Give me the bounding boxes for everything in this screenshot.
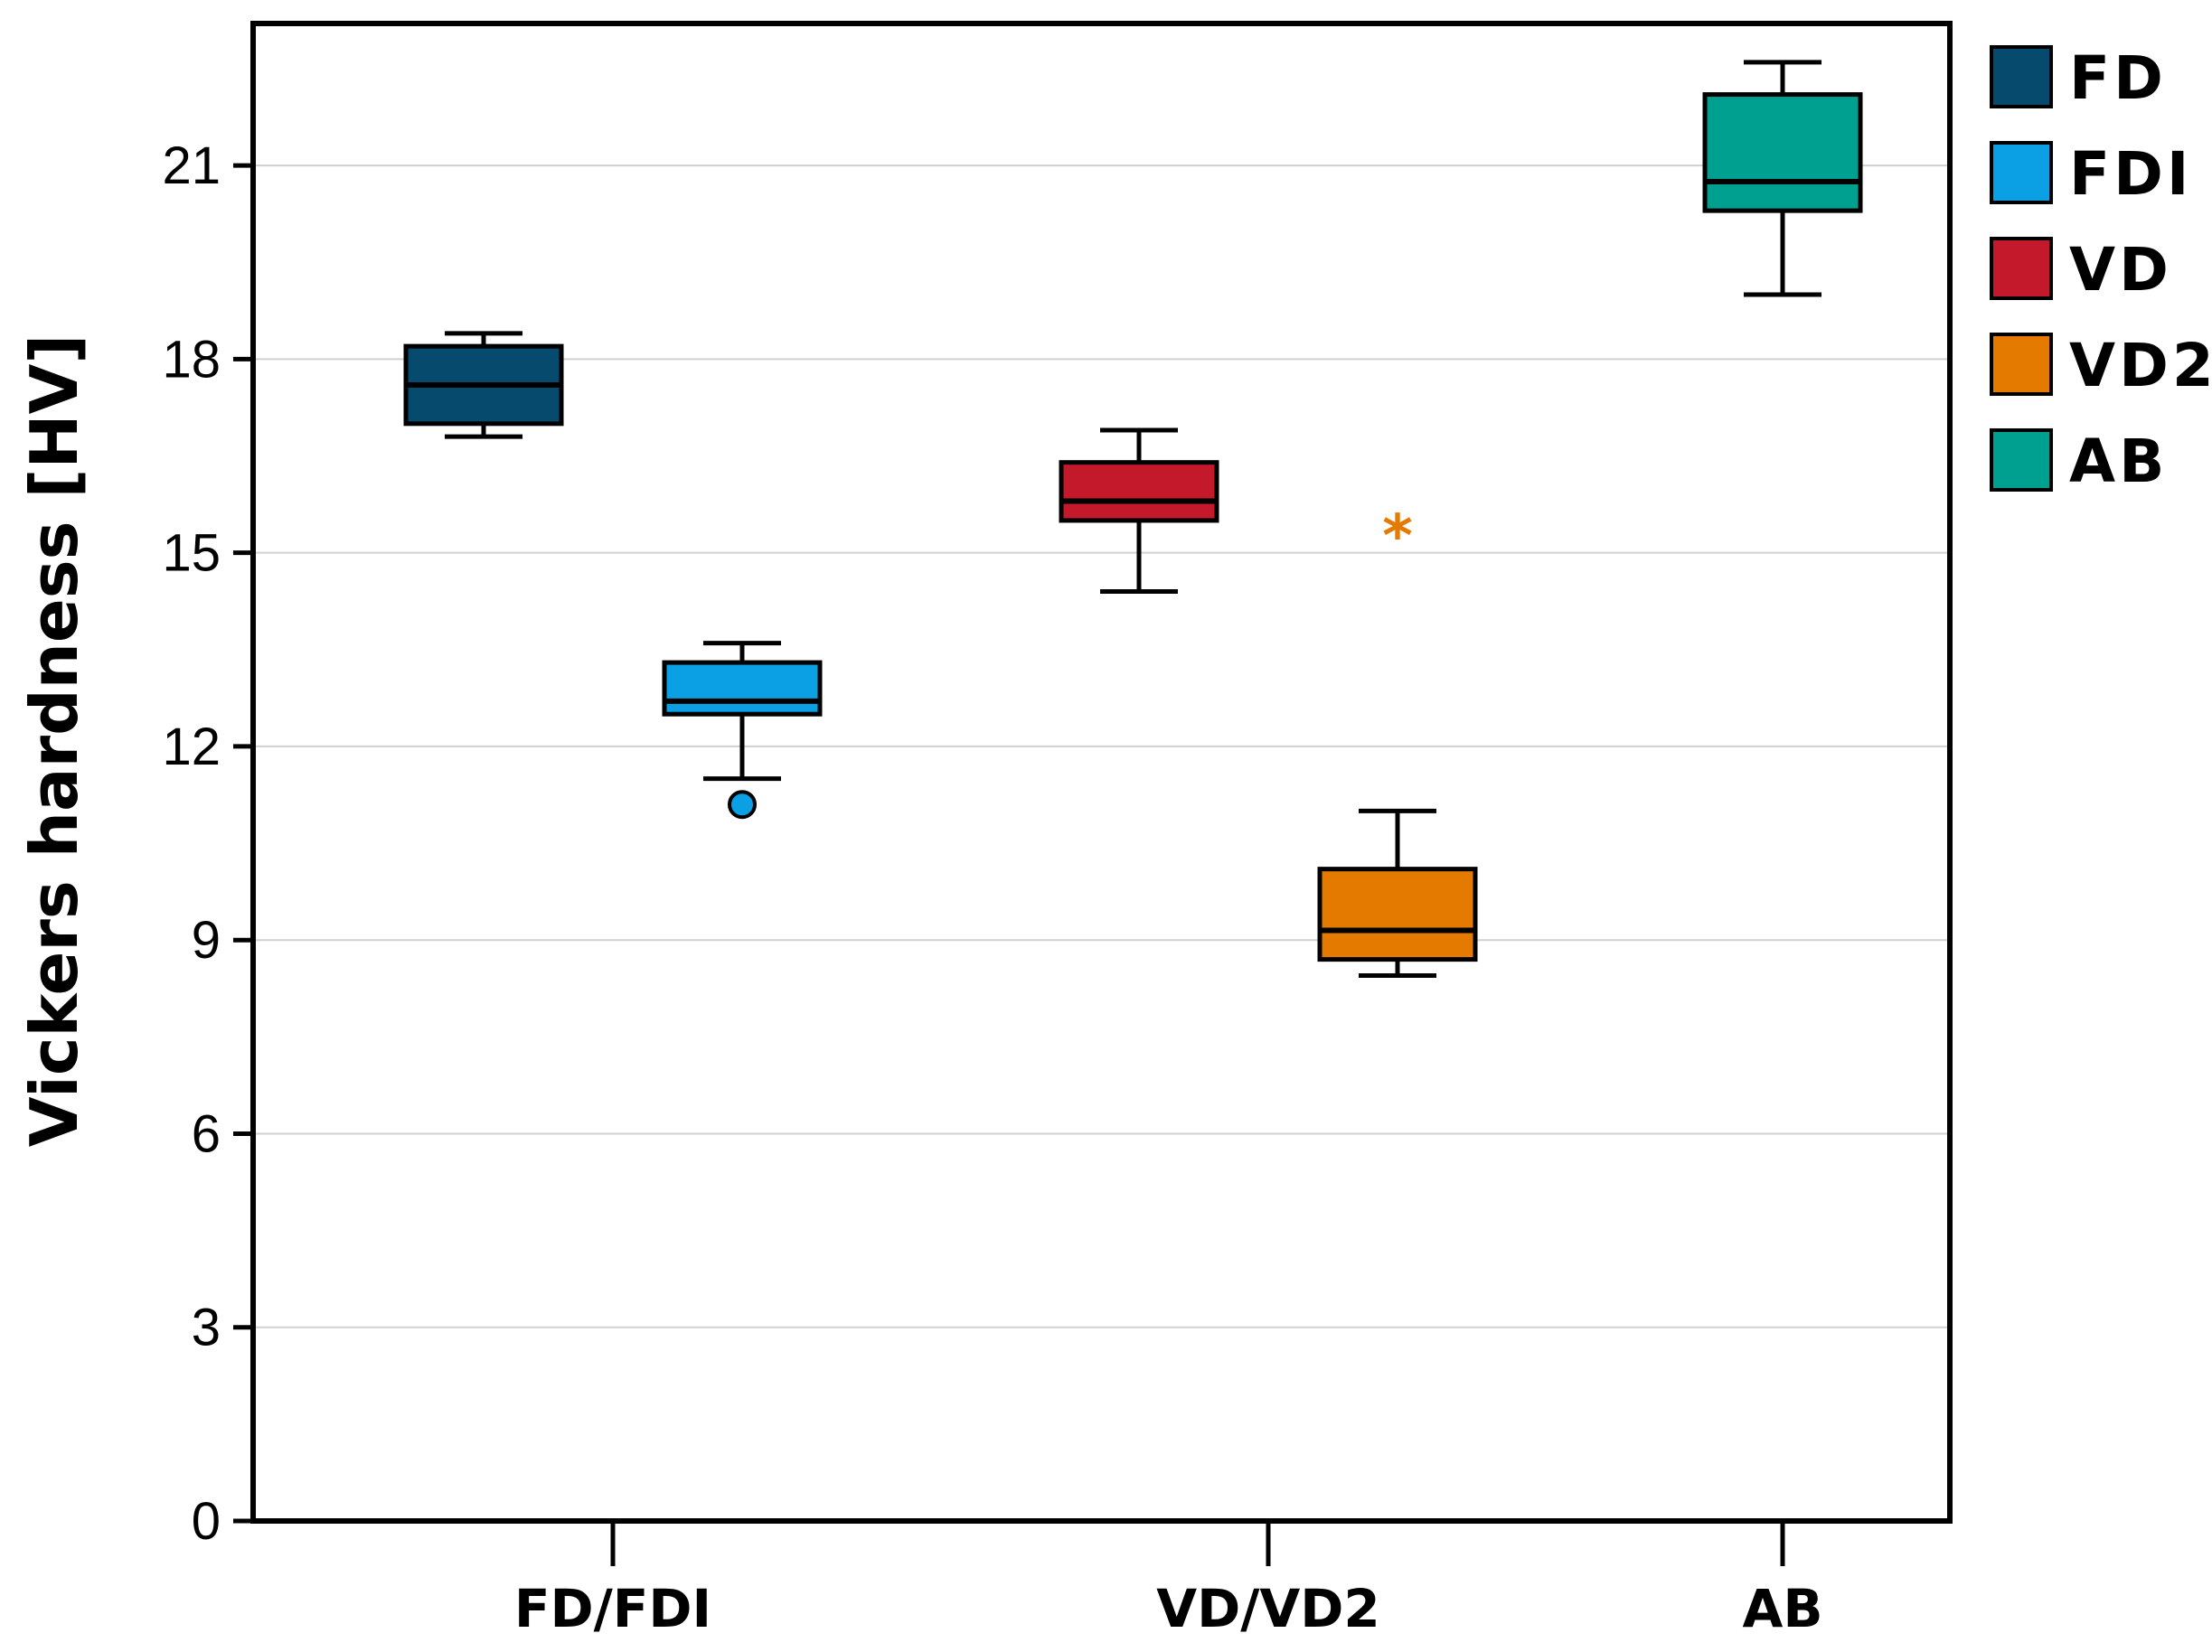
- legend-swatch: [1990, 333, 2053, 396]
- boxes: *: [403, 60, 1863, 978]
- box-fd: [403, 331, 564, 439]
- box-iqr: [1059, 460, 1219, 523]
- legend-label: AB: [2069, 427, 2168, 496]
- legend-swatch: [1990, 141, 2053, 204]
- box-iqr: [662, 660, 823, 717]
- legend-item-vd: VD: [1990, 235, 2172, 305]
- legend-label: VD: [2069, 235, 2172, 305]
- legend-label: VD2: [2069, 331, 2212, 400]
- legend: FD FDI VD VD2 AB: [1990, 43, 2212, 496]
- x-axis: FD/FDI VD/VD2 AB: [514, 1521, 1823, 1639]
- y-tick-label: 9: [192, 911, 221, 970]
- legend-label: FD: [2069, 43, 2167, 113]
- x-tick-label: FD/FDI: [514, 1578, 711, 1639]
- legend-item-vd2: VD2: [1990, 331, 2212, 400]
- outlier-point: [728, 790, 757, 820]
- grid-lines: [253, 164, 1950, 1328]
- y-tick-label: 0: [192, 1492, 221, 1551]
- box-ab: [1702, 60, 1863, 297]
- legend-swatch: [1990, 45, 2053, 108]
- legend-item-ab: AB: [1990, 427, 2168, 496]
- legend-label: FDI: [2069, 139, 2192, 209]
- y-tick-label: 18: [162, 330, 221, 389]
- box-iqr: [1317, 867, 1478, 962]
- y-axis-title: Vickers hardness [HV]: [16, 334, 92, 1148]
- x-tick-label: VD/VD2: [1156, 1578, 1380, 1639]
- legend-item-fdi: FDI: [1990, 139, 2192, 209]
- box-fdi: [662, 641, 823, 820]
- y-tick-label: 15: [162, 524, 221, 583]
- box-vd2: *: [1317, 503, 1478, 978]
- y-tick-label: 3: [192, 1299, 221, 1357]
- plot-frame: [250, 21, 1953, 1524]
- x-tick-label: AB: [1742, 1578, 1822, 1639]
- legend-swatch: [1990, 237, 2053, 300]
- legend-swatch: [1990, 428, 2053, 492]
- y-tick-label: 21: [162, 136, 221, 195]
- y-tick-label: 12: [162, 718, 221, 776]
- y-axis: 0 3 6 9 12 15 18 21: [162, 136, 253, 1551]
- y-tick-label: 6: [192, 1104, 221, 1163]
- box-iqr: [1702, 92, 1863, 213]
- box-vd: [1059, 427, 1219, 595]
- legend-item-fd: FD: [1990, 43, 2167, 113]
- extreme-point: *: [1382, 503, 1412, 570]
